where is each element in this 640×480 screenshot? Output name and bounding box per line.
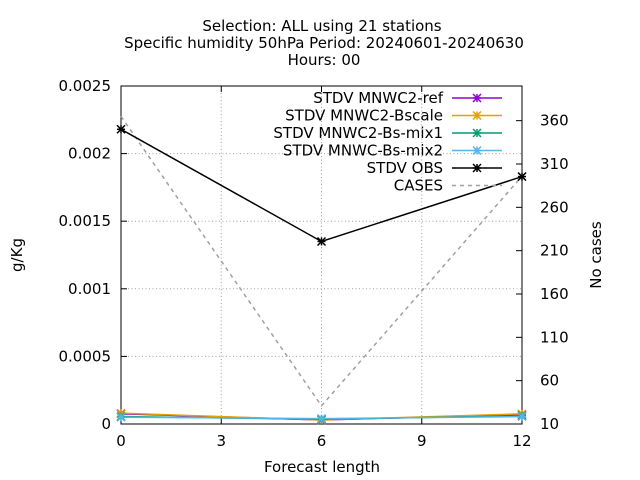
y2-axis: 10 60 110 160 210 260 310 360	[516, 112, 569, 433]
y2-tick-label: 260	[540, 198, 569, 216]
legend-marker	[472, 163, 482, 173]
y2-axis-label: No cases	[587, 221, 605, 289]
legend-item-stdv-obs: STDV OBS	[367, 159, 502, 177]
x-tick-label: 3	[216, 432, 226, 450]
y2-tick-label: 60	[540, 372, 559, 390]
grid	[121, 86, 522, 424]
x-tick-label: 12	[512, 432, 531, 450]
legend-label: STDV MNWC2-Bs-mix1	[273, 124, 443, 142]
data-point-stdv-obs	[316, 236, 327, 247]
title-line-1: Selection: ALL using 21 stations	[202, 17, 441, 35]
legend-label: STDV MNWC2-Bscale	[285, 107, 443, 125]
data-point-stdv-mnwc-bs-mix2	[517, 412, 527, 422]
series-group	[116, 115, 527, 425]
legend-item-stdv-mnwc2-ref: STDV MNWC2-ref	[313, 89, 502, 107]
x-tick-label: 0	[116, 432, 126, 450]
chart-title: Selection: ALL using 21 stations Specifi…	[124, 17, 524, 69]
y-axis-label: g/Kg	[8, 238, 26, 272]
x-axis-label: Forecast length	[264, 458, 380, 476]
legend-marker	[472, 145, 482, 156]
y-tick-label: 0.0025	[59, 77, 112, 95]
title-line-3: Hours: 00	[288, 51, 361, 69]
y-axis: 0 0.0005 0.001 0.0015 0.002 0.0025	[59, 77, 127, 433]
y-tick-label: 0.002	[68, 145, 111, 163]
y-tick-label: 0.0005	[59, 347, 112, 365]
legend-label: STDV MNWC2-ref	[313, 89, 443, 107]
y2-tick-label: 10	[540, 415, 559, 433]
y-tick-label: 0.001	[68, 280, 111, 298]
legend-label: STDV OBS	[367, 159, 443, 177]
legend-marker	[472, 93, 482, 103]
legend-marker	[472, 110, 482, 121]
y-tick-label: 0	[101, 415, 111, 433]
title-line-2: Specific humidity 50hPa Period: 20240601…	[124, 34, 524, 52]
y-tick-label: 0.0015	[59, 212, 112, 230]
data-point-stdv-obs	[517, 172, 527, 182]
y2-tick-label: 360	[540, 112, 569, 130]
legend-item-cases: CASES	[394, 177, 502, 195]
data-point-stdv-obs	[116, 124, 126, 134]
y2-tick-label: 160	[540, 285, 569, 303]
y2-tick-label: 210	[540, 242, 569, 260]
series-line-cases	[120, 115, 523, 408]
x-tick-label: 9	[417, 432, 427, 450]
y2-tick-label: 310	[540, 155, 569, 173]
legend-label: STDV MNWC-Bs-mix2	[283, 142, 443, 160]
data-point-stdv-mnwc-bs-mix2	[116, 412, 126, 422]
x-tick-label: 6	[317, 432, 327, 450]
legend-label: CASES	[394, 177, 443, 195]
legend-item-stdv-mnwc-bs-mix2: STDV MNWC-Bs-mix2	[283, 142, 502, 160]
data-point-stdv-mnwc-bs-mix2	[316, 414, 327, 424]
legend-item-stdv-mnwc2-bscale: STDV MNWC2-Bscale	[285, 107, 502, 125]
legend-item-stdv-mnwc2-bs-mix1: STDV MNWC2-Bs-mix1	[273, 124, 502, 142]
y2-tick-label: 110	[540, 328, 569, 346]
legend-marker	[472, 128, 482, 138]
